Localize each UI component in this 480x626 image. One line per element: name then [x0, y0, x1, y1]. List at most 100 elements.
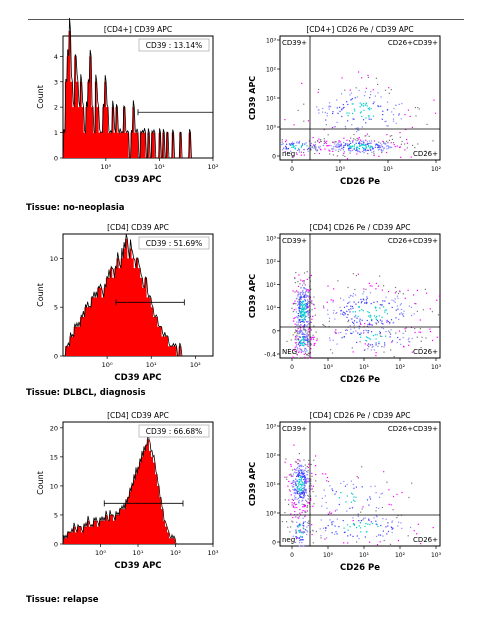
event-dot	[306, 474, 308, 476]
event-dot	[314, 307, 316, 309]
event-dot	[299, 336, 301, 338]
event-dot	[304, 303, 306, 305]
event-dot	[298, 148, 300, 150]
event-dot	[377, 345, 379, 347]
event-dot	[383, 346, 385, 348]
event-dot	[375, 309, 377, 312]
event-dot	[347, 103, 349, 106]
event-dot	[343, 312, 346, 314]
event-dot	[347, 302, 349, 304]
event-dot	[338, 332, 340, 334]
event-dot	[294, 497, 296, 499]
event-dot	[295, 342, 298, 344]
dotplot-title: [CD4] CD26 Pe / CD39 APC	[310, 223, 411, 232]
event-dot	[313, 336, 315, 338]
event-dot	[372, 103, 374, 105]
event-dot	[411, 314, 413, 317]
event-dot	[390, 349, 392, 351]
event-dot	[378, 148, 381, 150]
event-dot	[399, 136, 401, 138]
event-dot	[363, 349, 365, 351]
event-dot	[352, 517, 354, 519]
event-dot	[334, 126, 336, 128]
event-dot	[368, 324, 371, 326]
event-dot	[343, 314, 345, 316]
event-dot	[395, 309, 397, 311]
event-dot	[368, 518, 370, 520]
event-dot	[341, 313, 344, 315]
event-dot	[303, 272, 306, 274]
event-dot	[310, 485, 312, 487]
event-dot	[336, 312, 338, 314]
event-dot	[295, 337, 297, 339]
event-dot	[393, 321, 395, 323]
event-dot	[295, 330, 297, 332]
event-dot	[400, 303, 402, 305]
event-dot	[301, 312, 303, 314]
quadrant-label-lr: CD26+	[413, 348, 438, 356]
event-dot	[356, 140, 358, 142]
event-dot	[401, 103, 403, 105]
event-dot	[436, 299, 438, 301]
event-dot	[385, 120, 387, 122]
event-dot	[300, 301, 302, 303]
event-dot	[321, 111, 324, 113]
event-dot	[303, 339, 305, 341]
event-dot	[333, 141, 335, 143]
event-dot	[368, 282, 370, 284]
event-dot	[388, 503, 390, 505]
event-dot	[296, 490, 298, 492]
gate-label-box	[138, 424, 210, 438]
event-dot	[382, 149, 384, 151]
event-dot	[286, 143, 288, 145]
event-dot	[297, 337, 299, 340]
event-dot	[291, 141, 294, 143]
event-dot	[313, 459, 315, 461]
event-dot	[306, 334, 308, 336]
event-dot	[297, 285, 300, 287]
event-dot	[414, 331, 416, 334]
event-dot	[308, 459, 310, 461]
event-dot	[339, 106, 341, 108]
event-dot	[307, 305, 309, 307]
histogram-outline	[62, 17, 213, 159]
event-dot	[328, 108, 330, 110]
event-dot	[308, 341, 310, 343]
event-dot	[396, 305, 399, 307]
event-dot	[303, 287, 305, 289]
event-dot	[299, 469, 302, 471]
event-dot	[288, 480, 290, 482]
event-dot	[310, 480, 312, 482]
event-dot	[296, 354, 299, 356]
event-dot	[408, 341, 410, 343]
event-dot	[386, 151, 388, 154]
histogram-panel-1: [CD4+] CD39 APC CD39 : 13.14% 0 1 2 3 4 10⁰ 10¹ 1…	[18, 17, 228, 192]
event-dot	[359, 142, 361, 144]
event-dot	[304, 288, 306, 290]
event-dot	[402, 293, 404, 295]
event-dot	[343, 542, 345, 544]
event-dot	[298, 483, 300, 486]
quadrant-label-ul: CD39+	[282, 39, 307, 47]
dotplot-panel-3: [CD4] CD26 Pe / CD39 APC CD39+ CD26+CD39+ n…	[240, 408, 460, 578]
event-dot	[294, 148, 296, 150]
event-dot	[300, 491, 302, 493]
event-dot	[320, 519, 322, 521]
event-dot	[359, 141, 361, 143]
event-dot	[362, 146, 364, 148]
event-dot	[352, 307, 354, 309]
event-dot	[306, 295, 308, 297]
event-dot	[377, 92, 379, 94]
event-dot	[338, 503, 340, 506]
event-dot	[368, 107, 370, 109]
event-dot	[294, 282, 296, 284]
event-dot	[378, 146, 380, 148]
event-dot	[307, 315, 309, 317]
event-dot	[304, 343, 306, 345]
event-dot	[377, 144, 379, 146]
event-dot	[331, 512, 333, 514]
event-dot	[434, 112, 437, 114]
event-dot	[363, 517, 365, 519]
event-dot	[305, 488, 307, 490]
event-dot	[290, 473, 292, 475]
